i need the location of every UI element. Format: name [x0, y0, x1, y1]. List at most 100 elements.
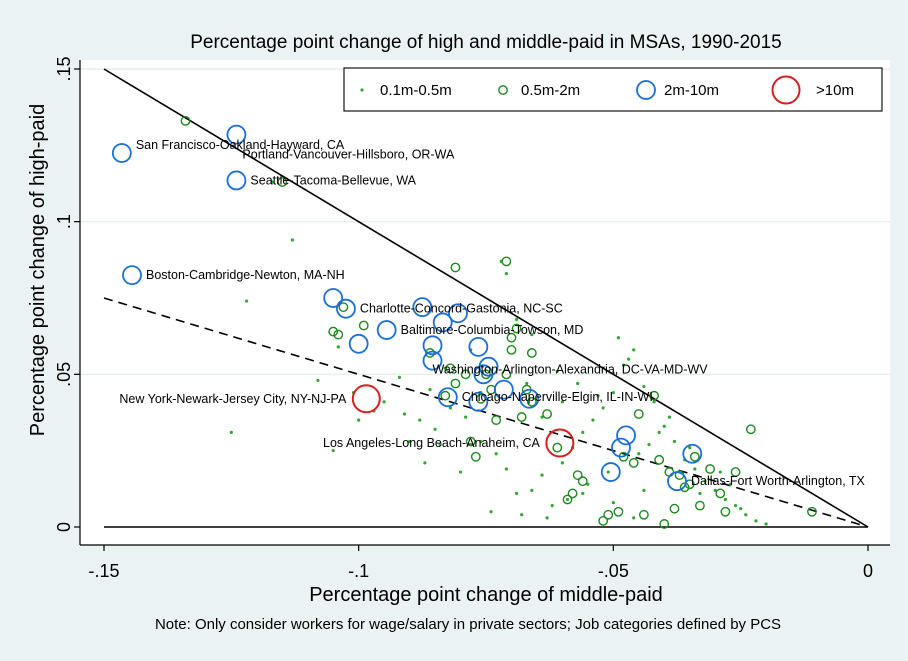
point-large-1 — [348, 333, 369, 354]
y-tick-label-3: .15 — [54, 56, 74, 81]
msa-label-2: Seattle-Tacoma-Bellevue, WA — [250, 173, 416, 187]
legend-marker-medium — [498, 85, 508, 95]
point-small-47 — [530, 333, 534, 337]
point-medium-54 — [577, 476, 588, 487]
point-small-54 — [408, 439, 412, 444]
legend: 0.1m-0.5m 0.5m-2m 2m-10m >10m — [343, 67, 883, 112]
point-small-43 — [576, 381, 580, 386]
point-small-28 — [632, 348, 636, 352]
point-small-42 — [555, 369, 559, 373]
point-large-0 — [323, 288, 344, 308]
point-large-11 — [468, 391, 489, 412]
axes: -.15 -.1 -.05 0 0 .05 .1 .15 — [54, 56, 890, 581]
point-medium-21 — [465, 436, 476, 447]
point-small-46 — [627, 357, 631, 361]
point-small-74 — [581, 491, 585, 496]
point-medium-50 — [745, 424, 756, 435]
point-medium-28 — [572, 470, 583, 480]
point-small-0 — [290, 238, 295, 242]
point-large-2 — [412, 297, 433, 318]
point-small-63 — [647, 442, 651, 447]
y-tick-label-1: .05 — [54, 362, 74, 387]
point-medium-16 — [481, 369, 491, 380]
point-medium-0 — [180, 116, 191, 126]
point-small-29 — [642, 384, 646, 389]
reference-line-dashed — [103, 297, 869, 528]
labeled-point-4 — [336, 298, 356, 319]
point-medium-6 — [333, 329, 344, 340]
legend-box — [343, 67, 883, 112]
point-medium-30 — [598, 515, 609, 526]
point-small-7 — [382, 400, 386, 404]
point-small-48 — [514, 317, 519, 321]
point-small-2 — [229, 430, 233, 434]
x-tick-label-2: -.05 — [598, 561, 629, 581]
y-axis-label: Percentage point change of high-paid — [27, 104, 49, 436]
point-small-57 — [489, 510, 493, 514]
point-large-13 — [611, 437, 631, 458]
point-small-49 — [504, 271, 508, 276]
msa-label-1: Portland-Vancouver-Hillsboro, OR-WA — [242, 148, 455, 162]
y-tick-label-0: 0 — [54, 522, 74, 532]
point-large-15 — [600, 462, 621, 482]
point-small-31 — [662, 424, 666, 428]
msa-label-8: Chicago-Naperville-Elgin, IL-IN-WI — [462, 390, 653, 404]
labeled-point-1 — [226, 124, 247, 145]
point-small-26 — [611, 391, 615, 395]
point-medium-7 — [358, 320, 369, 331]
point-medium-27 — [567, 488, 578, 499]
point-small-30 — [652, 400, 656, 404]
point-medium-8 — [511, 323, 522, 334]
point-small-71 — [525, 381, 529, 386]
point-small-69 — [728, 482, 733, 486]
x-tick-label-1: -.1 — [348, 561, 369, 581]
legend-label-xlarge: >10m — [816, 82, 854, 99]
msa-label-5: Baltimore-Columbia-Towson, MD — [401, 323, 584, 337]
reference-lines — [103, 68, 869, 528]
point-medium-26 — [552, 442, 563, 453]
point-small-18 — [530, 488, 534, 492]
point-large-4 — [448, 303, 468, 324]
point-medium-32 — [613, 506, 624, 517]
point-medium-22 — [470, 451, 481, 462]
point-medium-38 — [654, 454, 665, 465]
point-medium-55 — [689, 451, 700, 462]
point-small-40 — [754, 519, 758, 523]
msa-label-7: New York-Newark-Jersey City, NY-NJ-PA — [119, 392, 347, 406]
point-medium-9 — [506, 332, 517, 343]
point-medium-20 — [476, 393, 486, 404]
legend-marker-xlarge — [771, 75, 801, 105]
msa-label-9: Los Angeles-Long Beach-Anaheim, CA — [323, 436, 540, 450]
plot-area — [80, 60, 890, 545]
point-medium-13 — [450, 378, 461, 389]
point-small-64 — [657, 430, 661, 434]
point-small-80 — [438, 442, 442, 447]
legend-label-small: 0.1m-0.5m — [380, 82, 452, 99]
point-medium-46 — [705, 464, 716, 474]
point-large-6 — [468, 336, 489, 357]
point-medium-1 — [277, 177, 288, 187]
point-small-16 — [514, 491, 519, 496]
point-small-62 — [637, 452, 641, 456]
point-small-70 — [739, 507, 743, 511]
point-small-20 — [550, 504, 554, 508]
point-small-66 — [688, 446, 692, 450]
point-small-17 — [520, 513, 524, 517]
point-medium-4 — [338, 302, 349, 313]
point-large-5 — [422, 335, 443, 356]
point-small-35 — [703, 479, 707, 483]
point-medium-41 — [669, 503, 680, 514]
labeled-point-0 — [111, 143, 132, 163]
msa-label-3: Boston-Cambridge-Newton, MA-NH — [146, 268, 345, 282]
point-medium-49 — [730, 467, 741, 477]
point-small-41 — [764, 522, 768, 526]
point-small-14 — [494, 452, 498, 456]
point-medium-25 — [542, 409, 553, 419]
point-small-23 — [581, 430, 585, 434]
point-small-38 — [733, 504, 738, 508]
x-tick-label-3: 0 — [863, 561, 873, 581]
point-medium-51 — [807, 506, 817, 517]
point-small-77 — [642, 488, 646, 492]
point-large-3 — [432, 312, 453, 333]
